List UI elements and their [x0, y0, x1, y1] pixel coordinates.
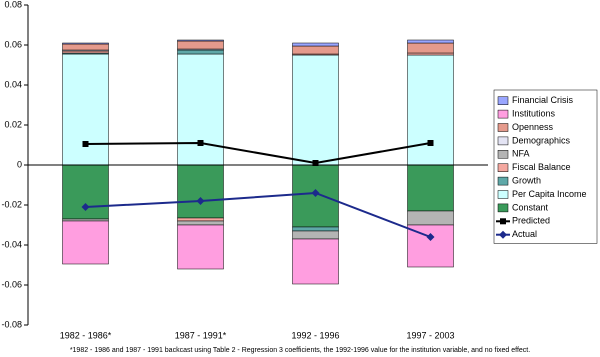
- bar-segment: [407, 42, 454, 54]
- legend-swatch: [497, 163, 509, 172]
- y-tick-label: -0.08: [1, 319, 22, 329]
- bar-segment: [407, 54, 454, 166]
- line: [85, 141, 431, 165]
- bar-segment: [407, 210, 454, 226]
- bar-segment: [177, 224, 224, 270]
- bar-segment: [292, 238, 339, 285]
- y-tick-label: 0.02: [4, 119, 22, 129]
- marker: [196, 197, 205, 205]
- bar-segment: [62, 220, 109, 265]
- legend-label: Openness: [512, 122, 554, 132]
- marker: [499, 230, 507, 239]
- bar-segment: [177, 39, 224, 42]
- x-tick-label: 1987 - 1991*: [175, 330, 227, 340]
- legend-label: Predicted: [512, 216, 550, 226]
- legend-label: Actual: [512, 229, 537, 239]
- legend-swatch: [497, 150, 509, 159]
- legend-swatch: [497, 136, 509, 146]
- bar-segment: [177, 53, 224, 166]
- y-tick-label: 0.08: [4, 0, 22, 9]
- y-tick-label: 0.04: [4, 79, 22, 89]
- marker: [426, 233, 435, 241]
- legend-label: Per Capita Income: [512, 189, 587, 199]
- legend-label: Constant: [512, 202, 549, 212]
- bar-segment: [62, 50, 109, 54]
- y-tick-label: -0.02: [1, 199, 22, 209]
- legend-swatch: [497, 96, 509, 105]
- legend-swatch: [497, 203, 509, 213]
- bar-segment: [62, 43, 109, 51]
- legend-swatch: [497, 123, 509, 132]
- marker: [427, 140, 434, 146]
- marker: [197, 140, 204, 146]
- bar-segment: [177, 217, 224, 222]
- bar-segment: [62, 218, 109, 222]
- bar-segment: [292, 45, 339, 55]
- bar-segment: [292, 226, 339, 232]
- legend-label: Fiscal Balance: [512, 162, 571, 172]
- bar-segment: [292, 230, 339, 240]
- bar-segment: [407, 164, 454, 212]
- legend-box: [493, 89, 598, 244]
- legend-label: NFA: [512, 149, 530, 159]
- footnote: *1982 - 1986 and 1987 - 1991 backcast us…: [70, 347, 530, 354]
- x-tick-label: 1997 - 2003: [406, 330, 454, 340]
- bar-segment: [407, 39, 454, 44]
- legend-swatch: [497, 190, 509, 199]
- legend-label: Demographics: [512, 135, 571, 145]
- marker: [82, 141, 89, 147]
- bar-segment: [177, 49, 224, 55]
- legend-label: Growth: [512, 175, 541, 185]
- bar-segment: [62, 53, 109, 166]
- y-tick-label: -0.04: [1, 239, 22, 249]
- marker: [311, 189, 320, 197]
- bar-segment: [292, 54, 339, 166]
- marker: [500, 218, 506, 225]
- y-tick-label: -0.06: [1, 279, 22, 289]
- bar-segment: [177, 220, 224, 226]
- y-tick-label: 0.06: [4, 39, 22, 49]
- bar-segment: [177, 40, 224, 50]
- legend-swatch: [497, 176, 509, 186]
- legend-label: Financial Crisis: [512, 95, 574, 105]
- bar-segment: [62, 42, 109, 45]
- x-tick-label: 1982 - 1986*: [60, 330, 112, 340]
- y-tick-label: 0: [17, 159, 22, 169]
- bar-segment: [177, 164, 224, 219]
- marker: [312, 160, 319, 166]
- bar-segment: [407, 52, 454, 56]
- x-tick-label: 1992 - 1996: [291, 330, 339, 340]
- line: [85, 191, 431, 238]
- legend-swatch: [497, 109, 509, 119]
- marker: [81, 203, 90, 211]
- bar-segment: [292, 42, 339, 47]
- legend-label: Institutions: [512, 108, 556, 118]
